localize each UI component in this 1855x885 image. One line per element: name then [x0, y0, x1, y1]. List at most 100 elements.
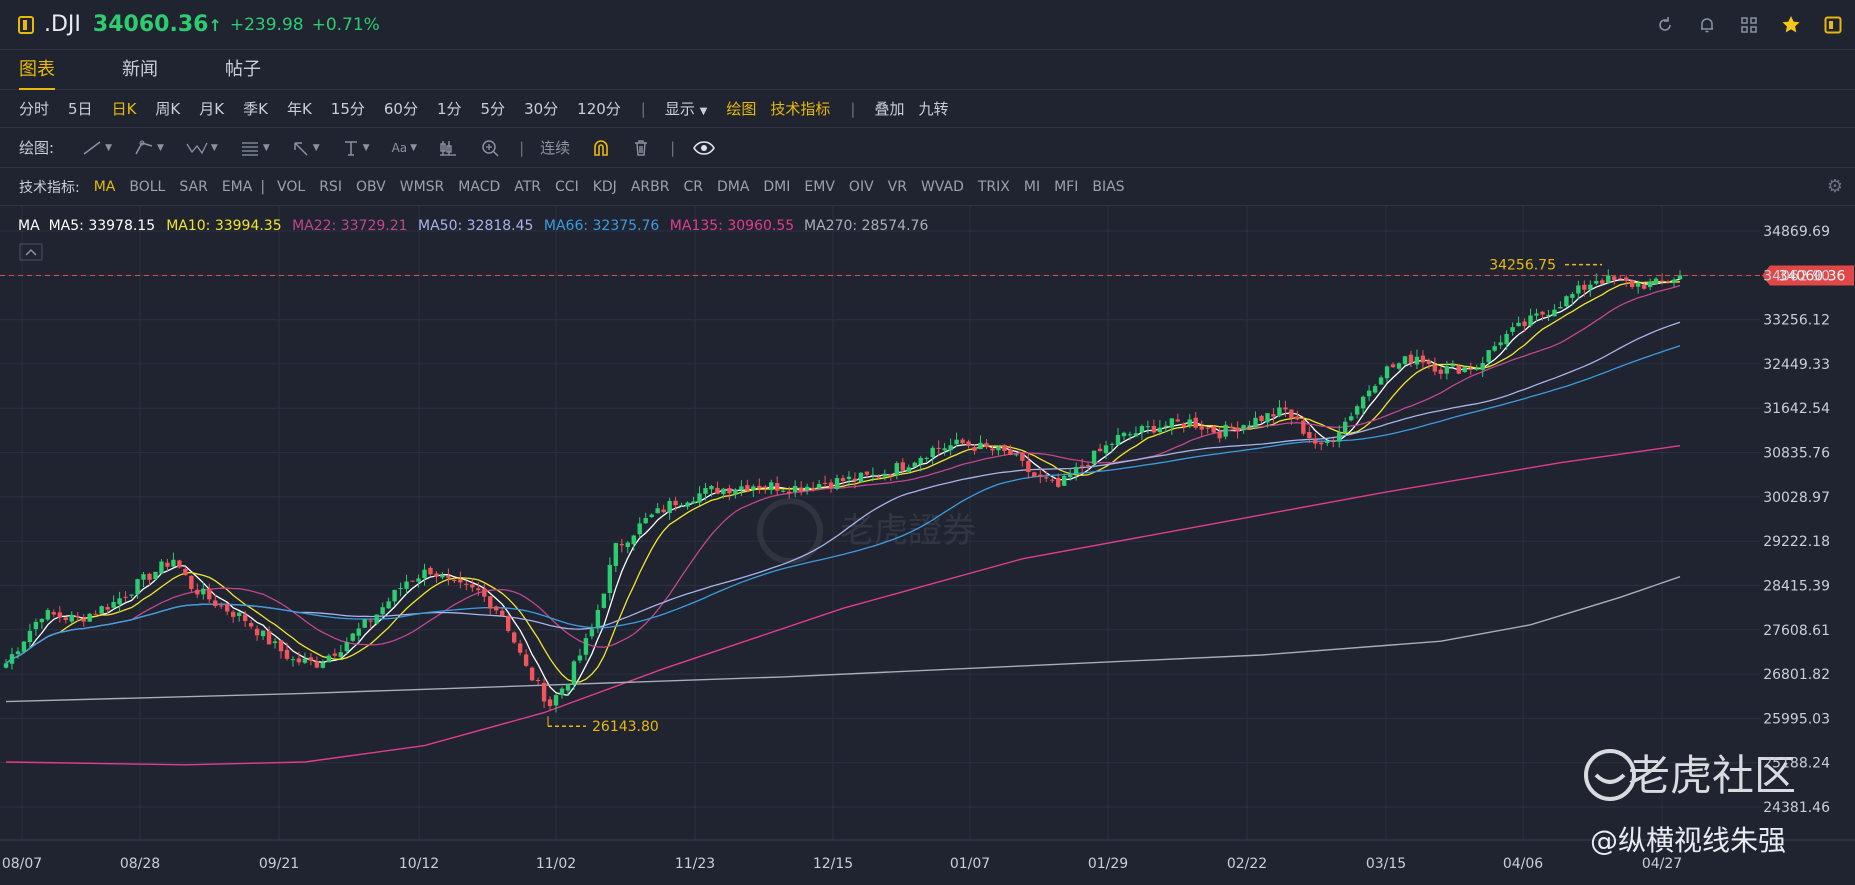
candle: [1259, 414, 1264, 424]
period-60min[interactable]: 60分: [383, 100, 418, 118]
moving-averages: [5, 278, 1681, 766]
candle: [1468, 362, 1473, 375]
tab-news[interactable]: 新闻: [122, 58, 158, 80]
candle: [386, 597, 391, 610]
candle-tool-icon[interactable]: [439, 140, 457, 156]
period-5min[interactable]: 5分: [480, 100, 506, 118]
candle: [1576, 280, 1581, 300]
candle: [1546, 309, 1551, 321]
trash-icon[interactable]: [632, 139, 650, 157]
indicator-trix[interactable]: TRIX: [977, 178, 1010, 195]
candle: [667, 497, 672, 520]
candle: [326, 653, 332, 663]
indicator-kdj[interactable]: KDJ: [592, 178, 617, 195]
candle: [320, 659, 326, 669]
indicator-dmi[interactable]: DMI: [763, 178, 791, 195]
star-icon[interactable]: [1781, 15, 1801, 35]
period-5day[interactable]: 5日: [68, 100, 93, 118]
grid-icon[interactable]: [1739, 15, 1759, 35]
period-weekly[interactable]: 周K: [155, 100, 181, 118]
indicator-macd[interactable]: MACD: [458, 178, 501, 195]
draw-button[interactable]: 绘图: [726, 100, 757, 118]
indicator-mfi[interactable]: MFI: [1054, 178, 1079, 195]
indicator-ma[interactable]: MA: [93, 178, 116, 195]
gear-icon[interactable]: ⚙: [1826, 176, 1843, 197]
watchlist-icon[interactable]: [18, 15, 34, 34]
candle: [1151, 419, 1157, 435]
period-intraday[interactable]: 分时: [19, 100, 50, 118]
period-monthly[interactable]: 月K: [199, 100, 225, 118]
fib-tool-icon[interactable]: ▼: [241, 141, 270, 156]
period-daily[interactable]: 日K: [111, 100, 137, 118]
line-tool-icon[interactable]: ▼: [82, 140, 112, 156]
candle: [900, 458, 905, 473]
indicator-ema[interactable]: EMA: [221, 178, 253, 195]
indicator-obv[interactable]: OBV: [355, 178, 386, 195]
indicator-vr[interactable]: VR: [887, 178, 907, 195]
x-tick-label: 01/29: [1088, 856, 1128, 872]
x-tick-label: 11/23: [675, 856, 715, 872]
bell-icon[interactable]: [1697, 15, 1717, 35]
tab-posts[interactable]: 帖子: [225, 58, 261, 80]
tab-chart[interactable]: 图表: [19, 50, 55, 90]
indicators-button[interactable]: 技术指标: [770, 100, 831, 118]
candle: [1384, 365, 1390, 383]
indicator-bias[interactable]: BIAS: [1092, 178, 1125, 195]
display-dropdown[interactable]: 显示 ▼: [664, 100, 708, 118]
period-120min[interactable]: 120分: [577, 100, 621, 118]
collapse-button[interactable]: [19, 243, 43, 261]
y-tick-label: 31642.54: [1763, 401, 1830, 417]
candle: [912, 461, 917, 468]
candle: [422, 563, 427, 586]
period-yearly[interactable]: 年K: [286, 100, 312, 118]
price-chart[interactable]: 老虎證券 老虎社区 @纵横视线朱强 34060.36 34256.75 26143.…: [0, 206, 1855, 885]
indicator-cr[interactable]: CR: [683, 178, 703, 195]
indicator-emv[interactable]: EMV: [804, 178, 835, 195]
magnet-icon[interactable]: [592, 139, 610, 157]
candle: [1085, 463, 1091, 470]
period-quarterly[interactable]: 季K: [243, 100, 268, 118]
candle: [314, 656, 320, 669]
eye-icon[interactable]: [693, 140, 716, 156]
zoom-icon[interactable]: [481, 139, 499, 157]
refresh-icon[interactable]: [1655, 15, 1675, 35]
candle: [1635, 280, 1641, 294]
sidebar-icon[interactable]: [1823, 15, 1843, 35]
overlay-button[interactable]: 叠加: [874, 100, 905, 118]
period-15min[interactable]: 15分: [330, 100, 365, 118]
y-axis: 34869.69 34062.90 33256.12 32449.33 31642.54…: [1763, 224, 1830, 816]
indicator-wmsr[interactable]: WMSR: [399, 178, 445, 195]
period-1min[interactable]: 1分: [436, 100, 462, 118]
candle: [864, 471, 870, 479]
candle: [248, 619, 254, 629]
font-tool-icon[interactable]: Aa ▼: [391, 140, 418, 155]
candle: [559, 686, 565, 699]
tab-bar: 图表 新闻 帖子: [0, 50, 1855, 90]
candle: [1050, 477, 1055, 483]
indicator-sar[interactable]: SAR: [179, 178, 208, 195]
period-30min[interactable]: 30分: [524, 100, 559, 118]
indicator-arbr[interactable]: ARBR: [630, 178, 670, 195]
indicator-dma[interactable]: DMA: [716, 178, 750, 195]
indicator-mi[interactable]: MI: [1023, 178, 1041, 195]
indicator-cci[interactable]: CCI: [555, 178, 579, 195]
candle: [1109, 442, 1115, 453]
x-tick-label: 01/07: [950, 856, 990, 872]
indicator-rsi[interactable]: RSI: [319, 178, 342, 195]
candle: [631, 534, 636, 551]
candle: [147, 572, 152, 586]
wave-tool-icon[interactable]: ▼: [186, 140, 218, 156]
drawing-label: 绘图:: [19, 139, 55, 157]
indicator-wvad[interactable]: WVAD: [920, 178, 964, 195]
text-tool-icon[interactable]: ▼: [342, 140, 370, 156]
indicator-oiv[interactable]: OIV: [848, 178, 874, 195]
polyline-tool-icon[interactable]: ▼: [134, 140, 164, 156]
nine-turn-button[interactable]: 九转: [918, 100, 949, 118]
continuous-toggle[interactable]: 连续: [540, 139, 571, 157]
indicator-boll[interactable]: BOLL: [129, 178, 166, 195]
indicator-atr[interactable]: ATR: [514, 178, 542, 195]
ma-line: [5, 284, 1681, 664]
ma-line: [5, 280, 1681, 683]
arrow-tool-icon[interactable]: ▼: [292, 140, 320, 156]
indicator-vol[interactable]: VOL: [277, 178, 306, 195]
